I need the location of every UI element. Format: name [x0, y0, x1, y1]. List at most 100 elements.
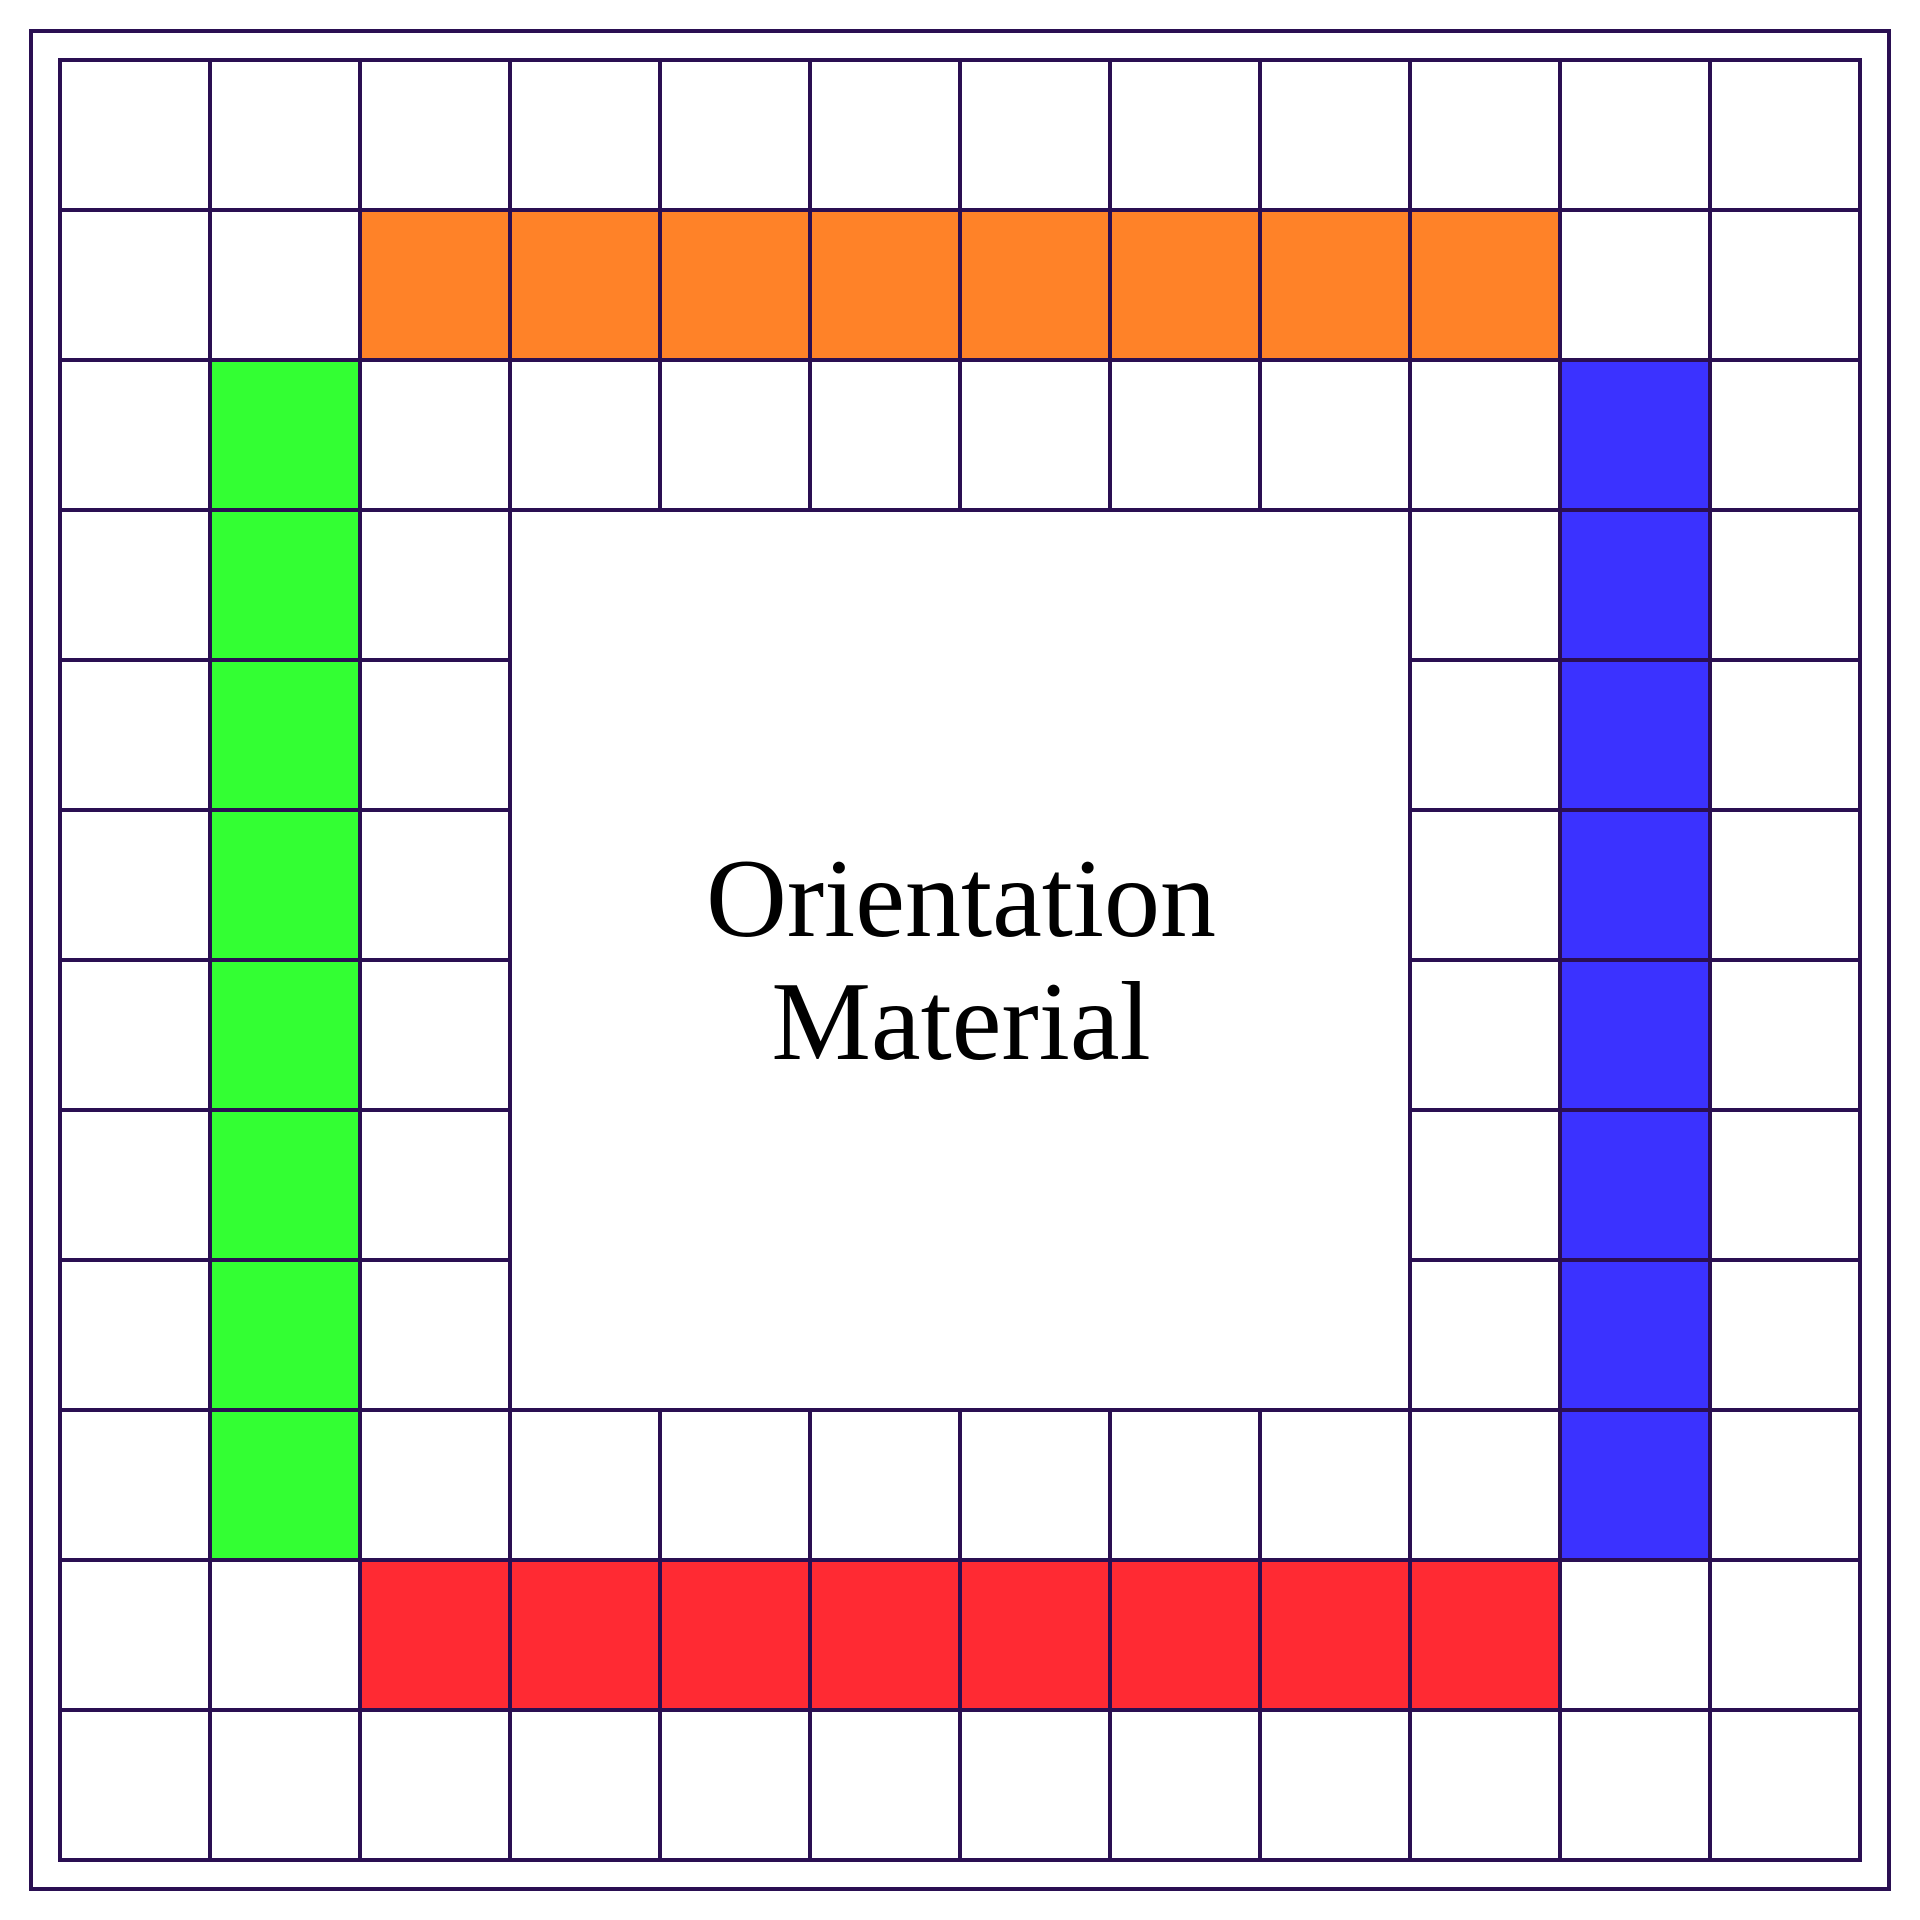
orange-top-track-cell[interactable]	[508, 208, 662, 362]
blue-right-track-cell[interactable]	[1558, 358, 1712, 512]
green-left-track-cell[interactable]	[208, 1108, 362, 1262]
blue-right-track-cell[interactable]	[1558, 1258, 1712, 1412]
board-cell[interactable]	[58, 508, 212, 662]
board-cell[interactable]	[1408, 358, 1562, 512]
green-left-track-cell[interactable]	[208, 1258, 362, 1412]
green-left-track-cell[interactable]	[208, 508, 362, 662]
board-cell[interactable]	[1708, 208, 1862, 362]
board-cell[interactable]	[1708, 1108, 1862, 1262]
board-cell[interactable]	[658, 1408, 812, 1562]
board-cell[interactable]	[58, 1708, 212, 1862]
board-cell[interactable]	[958, 1708, 1112, 1862]
board-cell[interactable]	[1408, 58, 1562, 212]
blue-right-track-cell[interactable]	[1558, 1408, 1712, 1562]
board-cell[interactable]	[808, 358, 962, 512]
board-cell[interactable]	[658, 58, 812, 212]
board-cell[interactable]	[358, 1708, 512, 1862]
board-cell[interactable]	[1258, 1408, 1412, 1562]
board-cell[interactable]	[1708, 1258, 1862, 1412]
board-cell[interactable]	[1408, 508, 1562, 662]
red-bottom-track-cell[interactable]	[808, 1558, 962, 1712]
blue-right-track-cell[interactable]	[1558, 1108, 1712, 1262]
green-left-track-cell[interactable]	[208, 658, 362, 812]
board-cell[interactable]	[958, 58, 1112, 212]
green-left-track-cell[interactable]	[208, 808, 362, 962]
board-cell[interactable]	[358, 358, 512, 512]
board-cell[interactable]	[1258, 1708, 1412, 1862]
board-cell[interactable]	[1408, 958, 1562, 1112]
board-cell[interactable]	[1258, 58, 1412, 212]
board-cell[interactable]	[58, 208, 212, 362]
green-left-track-cell[interactable]	[208, 958, 362, 1112]
board-cell[interactable]	[1708, 958, 1862, 1112]
board-cell[interactable]	[58, 1108, 212, 1262]
board-cell[interactable]	[1708, 508, 1862, 662]
board-cell[interactable]	[1108, 358, 1262, 512]
orange-top-track-cell[interactable]	[358, 208, 512, 362]
orange-top-track-cell[interactable]	[1408, 208, 1562, 362]
board-cell[interactable]	[1108, 1408, 1262, 1562]
board-cell[interactable]	[1408, 658, 1562, 812]
board-cell[interactable]	[358, 658, 512, 812]
board-cell[interactable]	[208, 1558, 362, 1712]
board-cell[interactable]	[58, 658, 212, 812]
board-cell[interactable]	[358, 808, 512, 962]
red-bottom-track-cell[interactable]	[658, 1558, 812, 1712]
blue-right-track-cell[interactable]	[1558, 658, 1712, 812]
blue-right-track-cell[interactable]	[1558, 508, 1712, 662]
board-cell[interactable]	[1708, 58, 1862, 212]
board-cell[interactable]	[808, 58, 962, 212]
board-cell[interactable]	[508, 58, 662, 212]
board-cell[interactable]	[1708, 1558, 1862, 1712]
orange-top-track-cell[interactable]	[808, 208, 962, 362]
board-cell[interactable]	[958, 1408, 1112, 1562]
board-cell[interactable]	[508, 358, 662, 512]
board-cell[interactable]	[208, 1708, 362, 1862]
board-cell[interactable]	[1708, 1408, 1862, 1562]
board-cell[interactable]	[58, 958, 212, 1112]
board-cell[interactable]	[1558, 1708, 1712, 1862]
board-cell[interactable]	[58, 1408, 212, 1562]
board-cell[interactable]	[358, 1258, 512, 1412]
board-cell[interactable]	[1408, 808, 1562, 962]
blue-right-track-cell[interactable]	[1558, 958, 1712, 1112]
board-cell[interactable]	[1708, 1708, 1862, 1862]
board-cell[interactable]	[958, 358, 1112, 512]
red-bottom-track-cell[interactable]	[1408, 1558, 1562, 1712]
board-cell[interactable]	[1408, 1708, 1562, 1862]
board-cell[interactable]	[808, 1708, 962, 1862]
board-cell[interactable]	[208, 208, 362, 362]
board-cell[interactable]	[508, 1708, 662, 1862]
orange-top-track-cell[interactable]	[958, 208, 1112, 362]
orange-top-track-cell[interactable]	[1258, 208, 1412, 362]
board-cell[interactable]	[658, 1708, 812, 1862]
board-cell[interactable]	[658, 358, 812, 512]
board-cell[interactable]	[508, 1408, 662, 1562]
board-cell[interactable]	[58, 358, 212, 512]
red-bottom-track-cell[interactable]	[1258, 1558, 1412, 1712]
board-cell[interactable]	[358, 958, 512, 1112]
orange-top-track-cell[interactable]	[658, 208, 812, 362]
board-cell[interactable]	[58, 1258, 212, 1412]
board-cell[interactable]	[1708, 358, 1862, 512]
board-cell[interactable]	[358, 1408, 512, 1562]
blue-right-track-cell[interactable]	[1558, 808, 1712, 962]
board-cell[interactable]	[58, 58, 212, 212]
green-left-track-cell[interactable]	[208, 1408, 362, 1562]
board-cell[interactable]	[58, 808, 212, 962]
board-cell[interactable]	[1408, 1408, 1562, 1562]
red-bottom-track-cell[interactable]	[1108, 1558, 1262, 1712]
board-cell[interactable]	[208, 58, 362, 212]
board-cell[interactable]	[358, 58, 512, 212]
board-cell[interactable]	[1408, 1108, 1562, 1262]
board-cell[interactable]	[1558, 58, 1712, 212]
board-cell[interactable]	[1258, 358, 1412, 512]
red-bottom-track-cell[interactable]	[358, 1558, 512, 1712]
board-cell[interactable]	[358, 1108, 512, 1262]
red-bottom-track-cell[interactable]	[508, 1558, 662, 1712]
board-cell[interactable]	[58, 1558, 212, 1712]
green-left-track-cell[interactable]	[208, 358, 362, 512]
orange-top-track-cell[interactable]	[1108, 208, 1262, 362]
board-cell[interactable]	[1108, 58, 1262, 212]
board-cell[interactable]	[1108, 1708, 1262, 1862]
